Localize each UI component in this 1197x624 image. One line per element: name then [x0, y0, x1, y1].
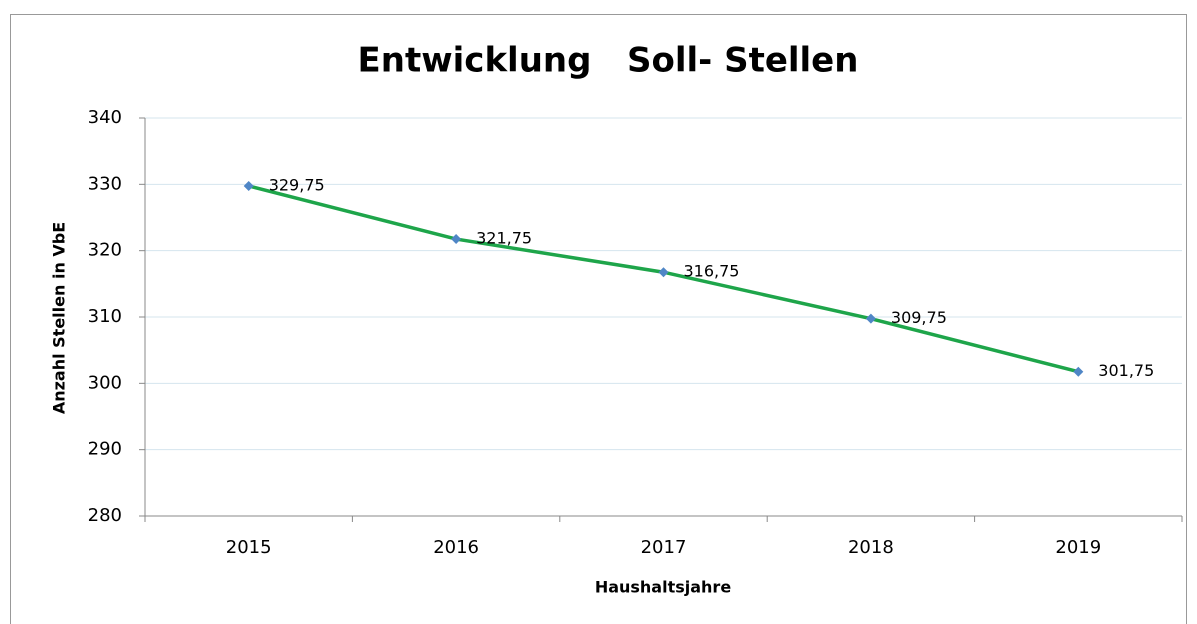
chart-frame — [10, 14, 1187, 624]
x-axis-label: Haushaltsjahre — [595, 578, 732, 597]
data-label: 321,75 — [476, 229, 532, 248]
y-tick-label: 310 — [88, 306, 122, 327]
y-axis-label: Anzahl Stellen in VbE — [50, 222, 69, 414]
data-marker — [1073, 366, 1084, 377]
data-label: 301,75 — [1098, 361, 1154, 380]
y-tick-label: 290 — [88, 439, 122, 460]
x-tick-label: 2018 — [848, 537, 894, 558]
data-marker — [243, 180, 254, 191]
x-tick-label: 2017 — [641, 537, 687, 558]
x-tick-label: 2015 — [226, 537, 272, 558]
y-tick-label: 320 — [88, 240, 122, 261]
x-tick-label: 2019 — [1055, 537, 1101, 558]
data-label: 309,75 — [891, 308, 947, 327]
data-marker — [658, 267, 669, 278]
x-tick-label: 2016 — [433, 537, 479, 558]
data-marker — [451, 234, 462, 245]
data-marker — [865, 313, 876, 324]
chart-title: Entwicklung Soll- Stellen — [358, 41, 859, 81]
y-tick-label: 330 — [88, 173, 122, 194]
y-tick-label: 280 — [88, 505, 122, 526]
data-label: 316,75 — [684, 262, 740, 281]
y-tick-label: 300 — [88, 372, 122, 393]
y-tick-label: 340 — [88, 107, 122, 128]
data-label: 329,75 — [269, 175, 325, 194]
